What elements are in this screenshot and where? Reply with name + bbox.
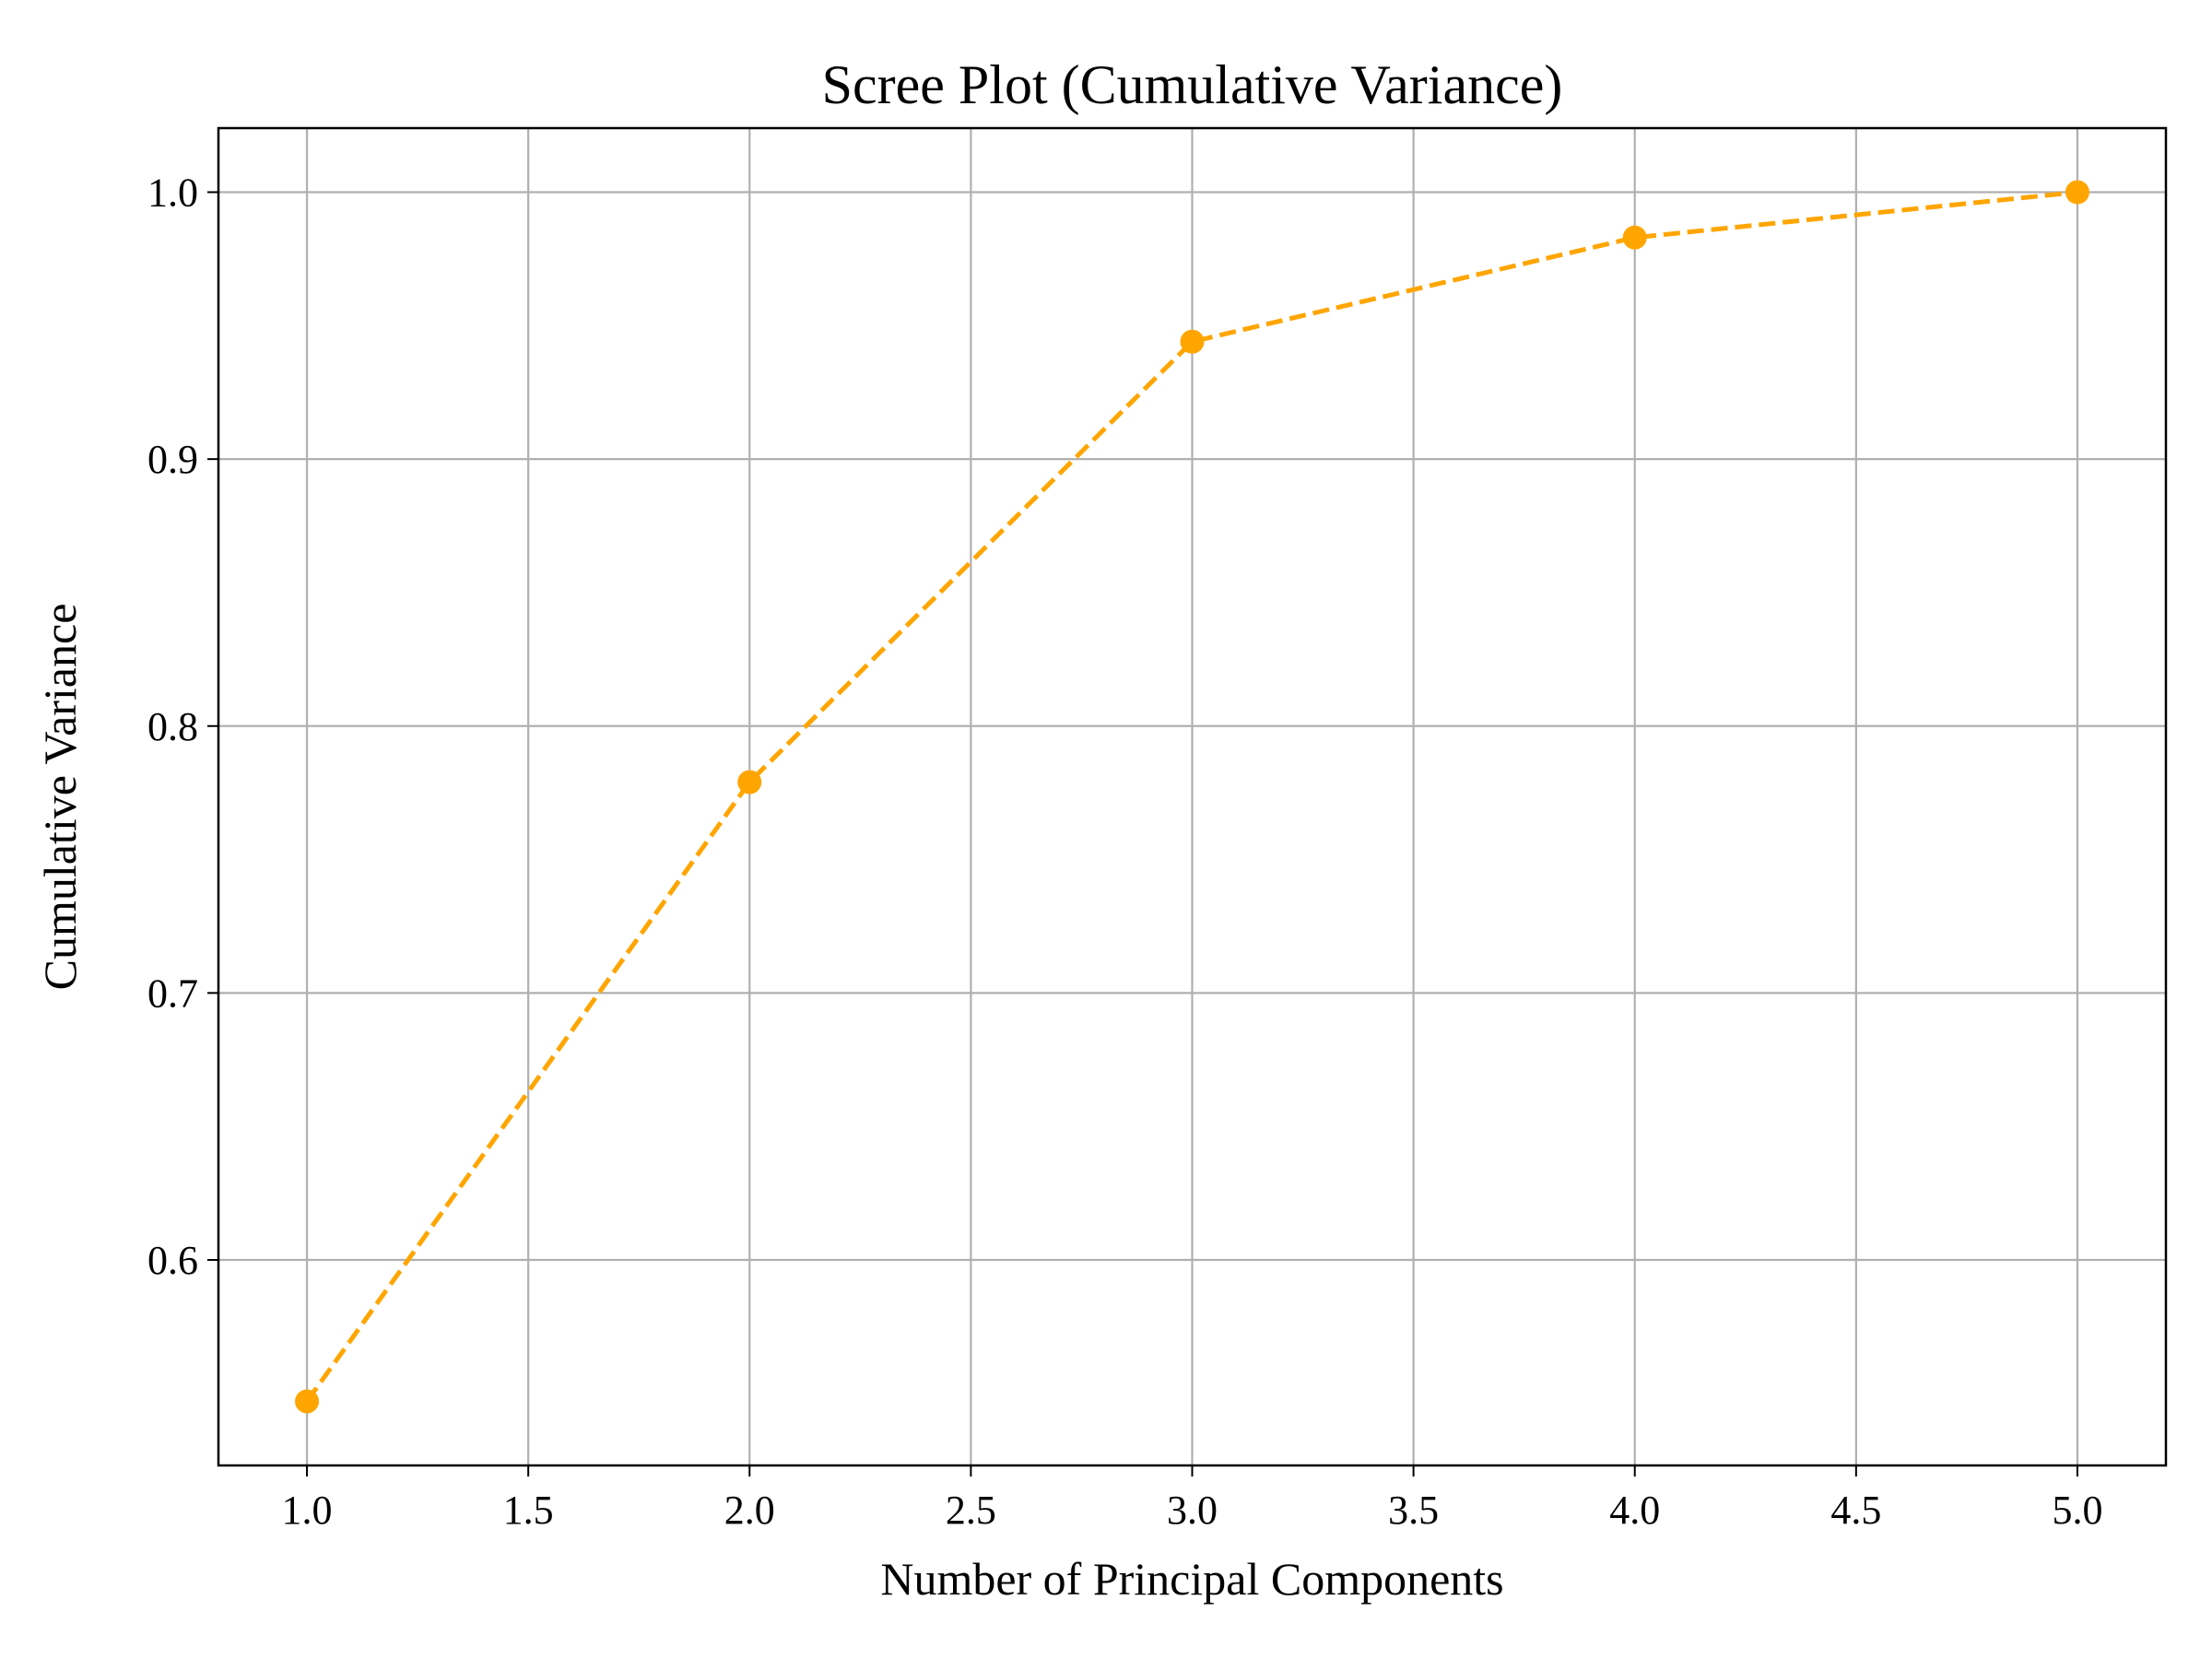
x-tick-label: 2.5	[946, 1488, 996, 1533]
data-point	[737, 770, 762, 794]
y-axis-label: Cumulative Variance	[34, 604, 86, 991]
y-tick-label: 0.6	[147, 1238, 198, 1283]
y-tick-label: 1.0	[147, 171, 198, 216]
series-line	[305, 190, 2078, 1403]
x-tick-label: 1.0	[282, 1488, 333, 1533]
data-point	[1180, 329, 1205, 354]
x-tick-label: 3.0	[1167, 1488, 1218, 1533]
x-tick-label: 4.5	[1830, 1488, 1881, 1533]
y-tick-label: 0.9	[147, 437, 198, 482]
data-point	[295, 1389, 320, 1414]
x-tick-label: 5.0	[2052, 1488, 2102, 1533]
grid-layer	[218, 128, 2166, 1465]
y-tick-label: 0.7	[147, 971, 198, 1016]
x-tick-label: 2.0	[724, 1488, 775, 1533]
data-point	[1622, 225, 1647, 250]
x-axis-label: Number of Principal Components	[880, 1553, 1503, 1605]
y-tick-label: 0.8	[147, 704, 198, 749]
series-layer	[295, 180, 2089, 1414]
x-tick-label: 4.0	[1609, 1488, 1660, 1533]
x-tick-label: 1.5	[503, 1488, 554, 1533]
x-tick-label: 3.5	[1388, 1488, 1439, 1533]
ticks-layer: 1.0 1.5 2.0 2.5 3.0 3.5 4.0 4.5 5.0 0.6 0.7 0.8 0.9 1…	[147, 171, 2102, 1533]
chart-title: Scree Plot (Cumulative Variance)	[822, 54, 1563, 115]
data-point	[2065, 180, 2089, 205]
